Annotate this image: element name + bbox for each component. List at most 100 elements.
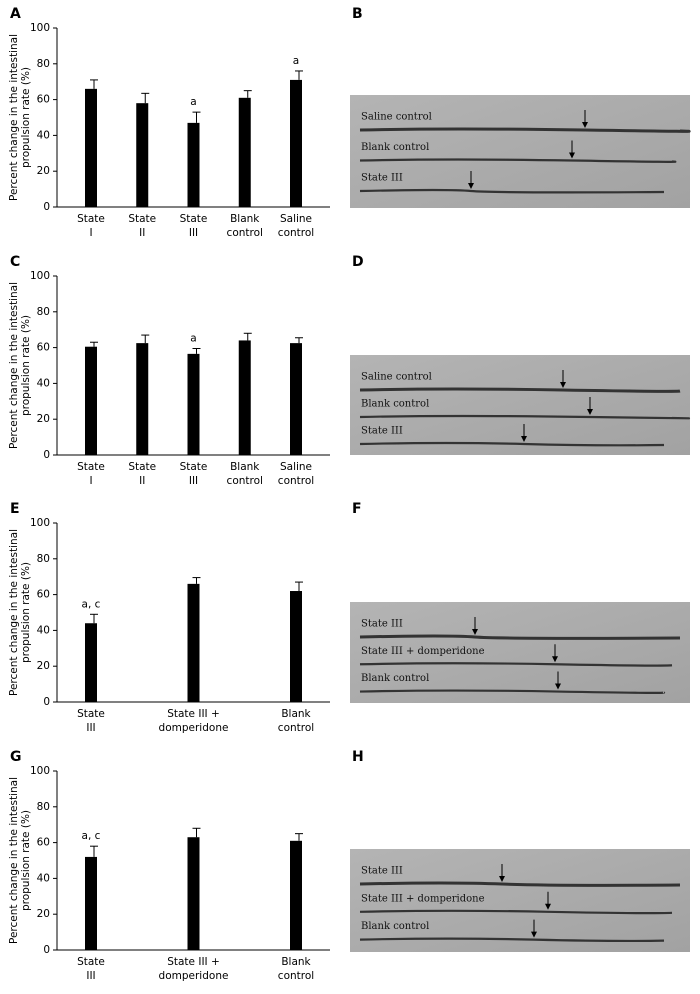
y-tick-label: 100 xyxy=(30,270,50,282)
y-tick-label: 20 xyxy=(37,165,50,177)
x-tick-label: State xyxy=(128,213,156,225)
x-tick-label: Saline xyxy=(280,461,312,473)
y-tick-label: 0 xyxy=(43,696,50,708)
bar xyxy=(290,79,302,207)
y-tick-label: 80 xyxy=(37,801,50,813)
y-axis-label: propulsion rate (%) xyxy=(20,67,32,168)
y-axis-label: propulsion rate (%) xyxy=(20,315,32,416)
y-tick-label: 60 xyxy=(37,94,50,106)
bar xyxy=(290,840,302,950)
y-tick-label: 40 xyxy=(37,129,50,141)
bar xyxy=(238,340,251,455)
x-tick-label: State III + xyxy=(167,708,220,720)
bar xyxy=(85,346,97,455)
x-tick-label: II xyxy=(139,227,145,239)
photo xyxy=(350,849,690,952)
bar xyxy=(136,103,149,207)
arrow-head xyxy=(521,436,527,442)
panel-letter: A xyxy=(10,6,21,22)
y-tick-label: 100 xyxy=(30,517,50,529)
y-tick-label: 80 xyxy=(37,306,50,318)
y-tick-label: 80 xyxy=(37,553,50,565)
bar-label: a xyxy=(190,96,196,108)
arrow-head xyxy=(552,656,558,663)
photo-label: Blank control xyxy=(361,673,429,684)
x-tick-label: control xyxy=(227,227,263,239)
y-tick-label: 60 xyxy=(37,837,50,849)
y-tick-label: 100 xyxy=(30,22,50,34)
x-tick-label: domperidone xyxy=(159,970,229,982)
panel-letter: H xyxy=(352,749,364,765)
x-tick-label: Blank xyxy=(281,956,311,968)
x-tick-label: State xyxy=(128,461,156,473)
y-tick-label: 60 xyxy=(37,589,50,601)
photo-label: Blank control xyxy=(361,142,429,153)
x-tick-label: State xyxy=(77,213,105,225)
photo-label: Saline control xyxy=(361,372,432,383)
x-tick-label: control xyxy=(227,475,263,487)
y-axis-label: Percent change in the intestinal xyxy=(8,777,20,944)
y-tick-label: 40 xyxy=(37,624,50,636)
photo-label: State III xyxy=(361,426,403,437)
photo-label: State III xyxy=(361,866,403,877)
bar-label: a, c xyxy=(82,830,101,842)
x-tick-label: Saline xyxy=(280,213,312,225)
panel-letter: C xyxy=(10,254,20,270)
photo xyxy=(350,355,690,455)
photo-label: State III + domperidone xyxy=(361,646,485,657)
intestine-strip xyxy=(359,634,681,640)
y-tick-label: 40 xyxy=(37,872,50,884)
panel-letter: D xyxy=(352,254,364,270)
x-tick-label: control xyxy=(278,722,314,734)
x-tick-label: State xyxy=(77,956,105,968)
y-tick-label: 20 xyxy=(37,413,50,425)
panel-letter: E xyxy=(10,501,20,517)
arrow-head xyxy=(545,903,551,910)
bar xyxy=(136,343,149,455)
arrow-head xyxy=(555,683,561,690)
intestine-strip xyxy=(359,127,691,133)
y-axis-label: Percent change in the intestinal xyxy=(8,282,20,449)
x-tick-label: State xyxy=(180,213,208,225)
intestine-strip xyxy=(359,188,665,194)
x-tick-label: State xyxy=(77,461,105,473)
panel-letter: G xyxy=(10,749,22,765)
y-tick-label: 80 xyxy=(37,58,50,70)
x-tick-label: Blank xyxy=(230,213,260,225)
intestine-strip xyxy=(359,881,681,887)
x-tick-label: State xyxy=(180,461,208,473)
y-tick-label: 100 xyxy=(30,765,50,777)
bar-label: a xyxy=(293,55,299,67)
bar xyxy=(85,623,97,702)
bar xyxy=(187,583,200,702)
bar-label: a, c xyxy=(82,598,101,610)
intestine-strip xyxy=(359,441,665,447)
photo-label: State III xyxy=(361,173,403,184)
bar xyxy=(85,856,97,950)
x-tick-label: Blank xyxy=(230,461,260,473)
y-axis-label: Percent change in the intestinal xyxy=(8,34,20,201)
y-axis-label: propulsion rate (%) xyxy=(20,810,32,911)
y-axis-label: propulsion rate (%) xyxy=(20,562,32,663)
x-tick-label: State xyxy=(77,708,105,720)
photo-label: Blank control xyxy=(361,921,429,932)
photo-label: State III xyxy=(361,619,403,630)
arrow-head xyxy=(468,183,474,190)
x-tick-label: III xyxy=(189,475,198,487)
y-tick-label: 0 xyxy=(43,944,50,956)
x-tick-label: I xyxy=(89,475,92,487)
arrow-head xyxy=(472,629,478,635)
x-tick-label: State III + xyxy=(167,956,220,968)
x-tick-label: control xyxy=(278,227,314,239)
bar xyxy=(290,343,302,455)
arrow-head xyxy=(531,931,537,938)
bar xyxy=(187,122,200,207)
intestine-strip xyxy=(359,689,666,694)
photo-label: State III + domperidone xyxy=(361,893,485,904)
bar xyxy=(187,353,200,455)
arrow-head xyxy=(569,152,575,159)
photo-label: Blank control xyxy=(361,399,429,410)
x-tick-label: III xyxy=(189,227,198,239)
y-tick-label: 40 xyxy=(37,377,50,389)
